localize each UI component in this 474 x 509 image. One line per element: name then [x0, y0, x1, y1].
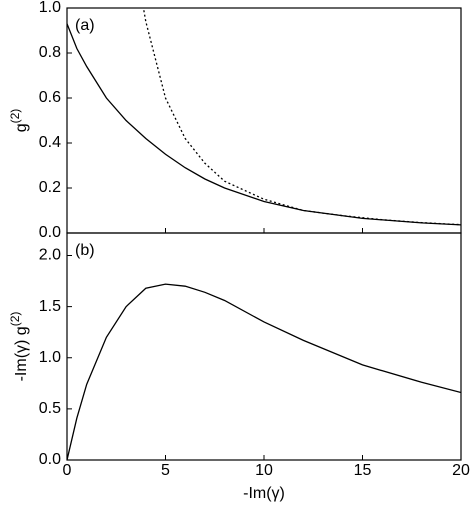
y-tick-label: 0.6	[39, 89, 61, 106]
y-label-superscript: (2)	[8, 312, 22, 327]
plot-area	[67, 283, 461, 460]
x-axis-label: -Im(γ)	[243, 485, 285, 502]
y-tick-label: 1.0	[39, 349, 61, 366]
y-tick-label: 0.5	[39, 400, 61, 417]
x-tick-label: 20	[452, 462, 470, 479]
y-axis-label: g(2)	[8, 109, 30, 133]
panel-label: (a)	[75, 17, 95, 34]
plot-frame	[66, 232, 462, 461]
y-axis-label: -Im(γ) g(2)	[8, 312, 30, 382]
y-tick-label: 0.0	[39, 224, 61, 241]
y-tick-label: 1.0	[39, 0, 61, 16]
x-tick-label: 0	[63, 462, 72, 479]
y-tick-label: 2.0	[39, 247, 61, 264]
panel-label: (b)	[75, 242, 95, 259]
data-line	[67, 283, 461, 460]
x-tick-label: 15	[354, 462, 372, 479]
y-tick-label: 0.8	[39, 44, 61, 61]
plot-area	[67, 10, 461, 226]
data-line	[67, 23, 461, 226]
y-tick-label: 0.4	[39, 134, 61, 151]
y-tick-label: 0.0	[39, 451, 61, 468]
x-tick-label: 5	[161, 462, 170, 479]
x-tick-label: 10	[255, 462, 273, 479]
data-line	[143, 10, 461, 226]
y-label-text: -Im(γ) g	[13, 326, 30, 381]
y-label-superscript: (2)	[8, 109, 22, 124]
y-tick-label: 1.5	[39, 298, 61, 315]
y-label-text: g	[13, 123, 30, 132]
y-tick-label: 0.2	[39, 179, 61, 196]
